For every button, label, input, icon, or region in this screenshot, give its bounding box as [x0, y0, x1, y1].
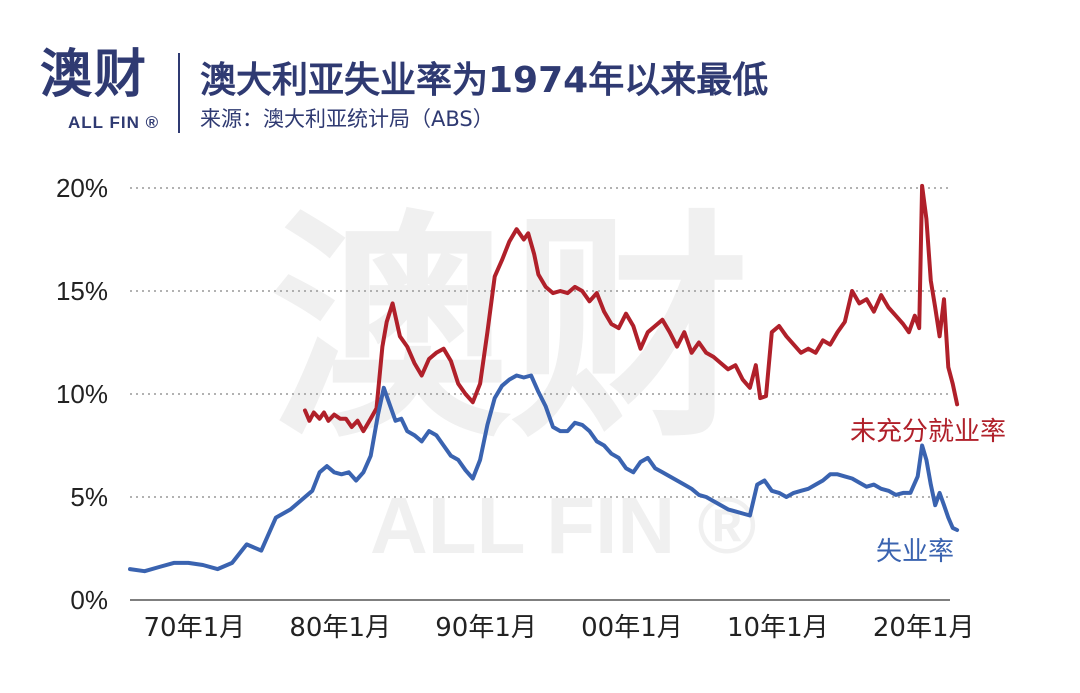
y-tick-label: 5%: [70, 482, 108, 512]
series-lines: [128, 183, 960, 574]
x-tick-label: 80年1月: [289, 613, 391, 643]
y-tick-label: 0%: [70, 585, 108, 615]
chart-header: 澳财 ALL FIN ® 澳大利亚失业率为1974年以来最低 来源：澳大利亚统计…: [40, 45, 1040, 140]
series-line-1: [128, 373, 960, 574]
chart-title: 澳大利亚失业率为1974年以来最低: [200, 60, 769, 101]
y-tick-label: 10%: [56, 379, 108, 409]
x-tick-label: 70年1月: [144, 613, 246, 643]
y-axis-ticks: 0% 5% 10% 15% 20%: [56, 173, 108, 615]
x-tick-label: 00年1月: [581, 613, 683, 643]
y-tick-label: 20%: [56, 173, 108, 203]
series-label-unemployment: 失业率: [876, 537, 954, 567]
chart-source: 来源：澳大利亚统计局（ABS）: [200, 107, 494, 131]
x-axis-ticks: 70年1月 80年1月 90年1月 00年1月 10年1月 20年1月: [144, 613, 975, 643]
brand-logo-subtext: ALL FIN ®: [68, 113, 160, 132]
x-tick-label: 90年1月: [435, 613, 537, 643]
y-tick-label: 15%: [56, 276, 108, 306]
brand-logo: 澳财: [40, 45, 149, 105]
x-tick-label: 10年1月: [727, 613, 829, 643]
series-line-0: [303, 183, 960, 434]
series-label-underemployment: 未充分就业率: [850, 417, 1006, 447]
x-tick-label: 20年1月: [873, 613, 975, 643]
header-divider: [178, 53, 180, 133]
